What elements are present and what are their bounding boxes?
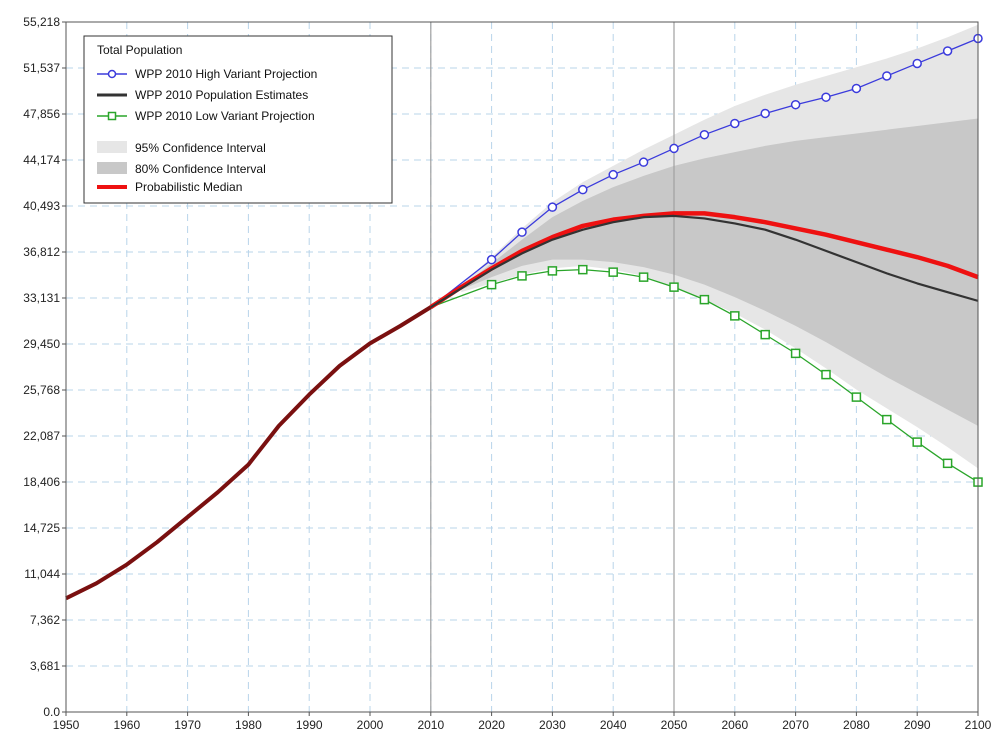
plot-frame bbox=[65, 21, 979, 713]
point-low bbox=[669, 282, 679, 292]
point-low bbox=[578, 264, 588, 275]
x-tick-label: 2020 bbox=[478, 718, 505, 732]
point-high bbox=[699, 129, 710, 140]
point-low bbox=[912, 437, 922, 447]
x-tick-label: 1990 bbox=[296, 718, 323, 732]
y-tick-label: 18,406 bbox=[23, 475, 60, 489]
series-lines bbox=[65, 37, 979, 601]
legend-item-ci80: 80% Confidence Interval bbox=[97, 162, 266, 176]
point-low bbox=[821, 369, 831, 380]
x-tick-label: 2080 bbox=[843, 718, 870, 732]
point-low bbox=[730, 311, 740, 321]
point-high bbox=[942, 46, 953, 56]
legend-item-median: Probabilistic Median bbox=[97, 180, 242, 194]
point-high bbox=[486, 254, 497, 265]
legend: Total Population WPP 2010 High Variant P… bbox=[83, 35, 393, 204]
point-high bbox=[790, 99, 801, 110]
legend-box bbox=[83, 35, 393, 204]
y-tick-label: 51,537 bbox=[23, 61, 60, 75]
legend-label-median: Probabilistic Median bbox=[135, 180, 242, 194]
line-historical bbox=[65, 305, 432, 601]
point-high bbox=[517, 227, 527, 237]
point-low bbox=[851, 392, 862, 402]
line-median bbox=[429, 211, 979, 310]
legend-item-estimates: WPP 2010 Population Estimates bbox=[97, 88, 308, 102]
point-low bbox=[699, 294, 710, 305]
legend-item-ci95: 95% Confidence Interval bbox=[97, 141, 266, 155]
y-tick-label: 0.0 bbox=[43, 705, 60, 719]
line-estimates bbox=[430, 214, 979, 309]
y-tick-label: 47,856 bbox=[23, 107, 60, 121]
legend-item-high: WPP 2010 High Variant Projection bbox=[97, 67, 317, 81]
point-high bbox=[882, 71, 892, 81]
x-tick-label: 2070 bbox=[782, 718, 809, 732]
y-tick-label: 29,450 bbox=[23, 337, 60, 351]
x-tick-label: 2100 bbox=[965, 718, 992, 732]
x-tick-label: 2040 bbox=[600, 718, 627, 732]
point-high bbox=[608, 169, 618, 180]
x-tick-label: 2010 bbox=[417, 718, 444, 732]
point-high bbox=[821, 92, 831, 102]
y-tick-label: 22,087 bbox=[23, 429, 60, 443]
x-tick-label: 1980 bbox=[235, 718, 262, 732]
y-tick-label: 3,681 bbox=[30, 659, 60, 673]
x-tick-label: 1950 bbox=[53, 718, 80, 732]
point-high bbox=[760, 108, 770, 119]
legend-title: Total Population bbox=[97, 43, 182, 57]
point-high bbox=[547, 202, 558, 212]
y-tick-label: 11,044 bbox=[24, 567, 60, 581]
point-low bbox=[486, 279, 497, 290]
line-low bbox=[430, 268, 979, 483]
point-low bbox=[517, 271, 527, 281]
legend-label-high: WPP 2010 High Variant Projection bbox=[135, 67, 317, 81]
y-tick-label: 36,812 bbox=[23, 245, 60, 259]
legend-label-ci80: 80% Confidence Interval bbox=[135, 162, 266, 176]
legend-marker-square bbox=[107, 111, 117, 121]
point-high bbox=[638, 157, 649, 167]
series-markers bbox=[486, 33, 983, 487]
point-high bbox=[578, 184, 588, 195]
x-tick-label: 1970 bbox=[174, 718, 201, 732]
x-tick-label: 2000 bbox=[357, 718, 384, 732]
line-high bbox=[430, 37, 979, 308]
point-high bbox=[851, 83, 862, 94]
confidence-bands bbox=[461, 24, 978, 469]
band-ci80 bbox=[461, 118, 978, 426]
y-tick-label: 40,493 bbox=[23, 199, 60, 213]
x-tick-label: 2060 bbox=[721, 718, 748, 732]
point-low bbox=[638, 272, 649, 282]
legend-label-estimates: WPP 2010 Population Estimates bbox=[135, 88, 308, 102]
point-low bbox=[608, 267, 618, 277]
point-high bbox=[730, 118, 740, 129]
y-tick-label: 44,174 bbox=[23, 153, 60, 167]
reference-lines bbox=[430, 22, 675, 712]
x-tick-label: 1960 bbox=[113, 718, 140, 732]
point-low bbox=[942, 458, 953, 469]
y-tick-label: 25,768 bbox=[23, 383, 60, 397]
point-low bbox=[790, 348, 801, 359]
y-tick-label: 55,218 bbox=[23, 15, 60, 29]
x-tick-label: 2050 bbox=[661, 718, 688, 732]
legend-label-ci95: 95% Confidence Interval bbox=[135, 141, 266, 155]
x-tick-label: 2030 bbox=[539, 718, 566, 732]
legend-item-low: WPP 2010 Low Variant Projection bbox=[97, 109, 315, 123]
legend-marker-circle bbox=[107, 69, 117, 79]
point-low bbox=[882, 414, 892, 425]
x-tick-label: 2090 bbox=[904, 718, 931, 732]
point-high bbox=[912, 58, 922, 69]
y-tick-label: 14,725 bbox=[23, 521, 60, 535]
point-low bbox=[760, 329, 770, 340]
legend-label-low: WPP 2010 Low Variant Projection bbox=[135, 109, 315, 123]
point-low bbox=[547, 266, 558, 276]
x-axis-ticks: 1950 1960 1970 1980 1990 2000 2010 2020 2030 2040… bbox=[53, 712, 992, 732]
y-tick-label: 7,362 bbox=[30, 613, 60, 627]
point-high bbox=[669, 143, 679, 154]
y-tick-label: 33,131 bbox=[23, 291, 60, 305]
y-axis-ticks: 0.0 3,681 7,362 11,044 14,725 18,406 22,087 25,… bbox=[23, 15, 66, 719]
